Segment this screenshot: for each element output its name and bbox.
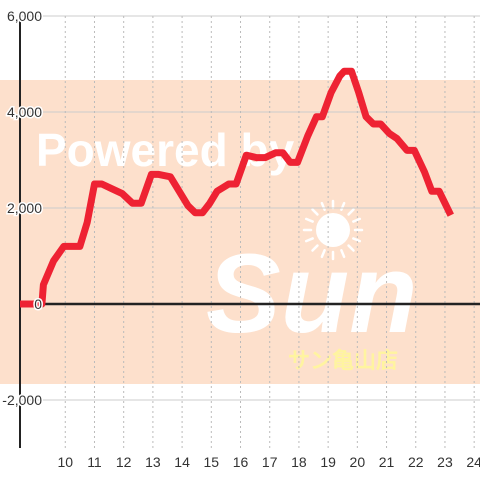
y-tick-label: 0 — [34, 296, 42, 312]
x-tick-label: 17 — [262, 454, 278, 470]
y-tick-label: -2,000 — [2, 392, 42, 408]
tick-labels: -2,000 0 2,000 4,000 6,000 10 11 12 13 14 15 16 17 18… — [1, 7, 480, 471]
series-layer — [20, 67, 454, 308]
watermark-store-name: サン亀山店 — [288, 348, 398, 373]
x-tick-label: 21 — [379, 454, 395, 470]
x-tick-label: 10 — [57, 454, 73, 470]
watermark-brand: Sun — [206, 231, 418, 356]
axes — [19, 16, 480, 448]
x-tick-label: 22 — [408, 454, 424, 470]
series-line — [20, 67, 454, 308]
y-tick-label: 4,000 — [7, 104, 42, 120]
x-tick-label: 23 — [437, 454, 453, 470]
y-tick-label: 6,000 — [7, 8, 42, 24]
x-tick-label: 14 — [174, 454, 190, 470]
watermark-band — [0, 80, 480, 384]
sun-icon — [302, 199, 364, 261]
x-tick-label: 19 — [320, 454, 336, 470]
x-tick-label: 12 — [116, 454, 132, 470]
x-tick-label: 24 — [466, 454, 480, 470]
x-tick-label: 11 — [87, 454, 102, 470]
watermark-headline: Powered by — [36, 124, 295, 176]
y-tick-label: 2,000 — [7, 200, 42, 216]
x-tick-label: 15 — [204, 454, 220, 470]
x-tick-label: 16 — [233, 454, 249, 470]
x-tick-label: 20 — [350, 454, 366, 470]
x-tick-label: 18 — [291, 454, 307, 470]
x-tick-label: 13 — [145, 454, 161, 470]
